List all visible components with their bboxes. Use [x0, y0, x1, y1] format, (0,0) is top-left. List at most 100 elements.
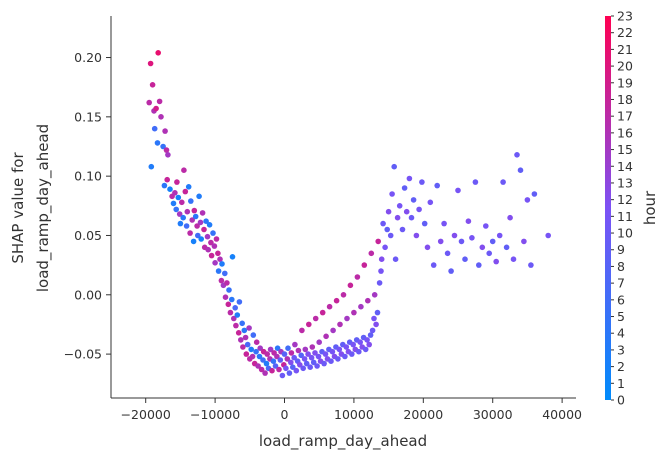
data-point — [255, 363, 261, 369]
data-point — [376, 280, 383, 286]
data-point — [192, 213, 199, 220]
data-point — [356, 348, 362, 355]
data-point — [194, 223, 200, 229]
data-point — [448, 268, 454, 274]
data-point — [483, 223, 489, 229]
data-point — [210, 230, 216, 236]
data-point — [444, 250, 451, 257]
data-point — [310, 359, 317, 366]
colorbar-tick-label: 0 — [617, 393, 625, 408]
data-point — [284, 356, 291, 362]
data-point — [306, 321, 312, 328]
data-point — [344, 315, 350, 322]
data-point — [290, 364, 296, 371]
y-tick-label: 0.20 — [74, 50, 102, 65]
data-point — [479, 244, 486, 251]
data-point — [288, 350, 295, 356]
data-point — [378, 256, 385, 263]
data-point — [507, 214, 513, 221]
data-point — [257, 345, 264, 352]
y-tick-label: 0.05 — [74, 228, 102, 243]
data-point — [239, 320, 245, 327]
data-point — [204, 233, 211, 240]
data-point — [413, 232, 420, 239]
data-point — [219, 261, 225, 267]
data-point — [430, 262, 437, 268]
data-point — [222, 270, 228, 277]
colorbar-tick-label: 16 — [617, 125, 633, 140]
data-point — [427, 199, 434, 206]
data-point — [182, 188, 189, 195]
data-point — [358, 303, 364, 310]
data-point — [188, 198, 194, 204]
data-point — [329, 348, 336, 355]
data-point — [258, 366, 265, 373]
data-point — [347, 282, 354, 289]
data-point — [314, 363, 320, 369]
data-point — [343, 344, 350, 350]
data-point — [361, 262, 368, 268]
colorbar-tick-label: 19 — [617, 75, 633, 90]
data-point — [295, 347, 302, 354]
data-point — [218, 277, 225, 284]
data-point — [249, 353, 256, 360]
data-point — [389, 191, 395, 197]
data-point — [264, 351, 271, 357]
data-point — [170, 200, 177, 207]
data-point — [253, 348, 259, 355]
data-point — [180, 214, 186, 221]
data-point — [357, 339, 364, 346]
data-point — [374, 309, 381, 316]
data-point — [323, 333, 329, 340]
colorbar-tick-label: 6 — [617, 292, 625, 307]
data-point — [277, 357, 284, 363]
data-point — [291, 354, 298, 361]
data-point — [330, 327, 336, 334]
data-point — [489, 238, 496, 245]
data-point — [196, 193, 202, 200]
data-point — [175, 194, 182, 201]
data-point — [225, 301, 232, 308]
data-point — [185, 184, 192, 190]
data-point — [458, 238, 465, 245]
data-point — [256, 353, 263, 360]
data-point — [373, 321, 379, 328]
data-point — [531, 191, 538, 197]
colorbar-tick-label: 8 — [617, 259, 625, 274]
data-point — [165, 152, 171, 158]
colorbar — [605, 16, 611, 400]
data-point — [364, 337, 370, 343]
data-point — [514, 152, 520, 158]
y-tick-label: 0.00 — [74, 287, 102, 302]
data-point — [172, 190, 178, 196]
data-point — [321, 360, 327, 367]
data-point — [174, 179, 180, 185]
x-tick-label: −20000 — [121, 407, 171, 422]
x-tick-label: −10000 — [190, 407, 240, 422]
data-point — [297, 362, 303, 368]
data-point — [195, 232, 201, 239]
y-axis-label-line2: load_ramp_day_ahead — [34, 124, 53, 292]
colorbar-tick-label: 14 — [617, 159, 633, 174]
data-point — [362, 346, 369, 353]
y-axis-label-line1: SHAP value for — [9, 152, 27, 264]
x-tick-label: 40000 — [542, 407, 582, 422]
data-point — [149, 82, 156, 88]
colorbar-label: hour — [641, 190, 659, 225]
data-point — [380, 220, 386, 227]
colorbar-tick-label: 4 — [617, 326, 625, 341]
data-point — [299, 327, 305, 334]
data-point — [288, 359, 294, 366]
colorbar-tick-label: 20 — [617, 59, 633, 74]
data-point — [434, 182, 441, 189]
data-point — [316, 339, 323, 346]
data-point — [177, 220, 184, 227]
data-point — [190, 238, 197, 245]
data-point — [233, 322, 239, 329]
data-point — [302, 346, 309, 353]
data-point — [156, 98, 163, 105]
data-point — [528, 262, 534, 268]
data-point — [293, 367, 300, 374]
data-point — [351, 309, 357, 316]
